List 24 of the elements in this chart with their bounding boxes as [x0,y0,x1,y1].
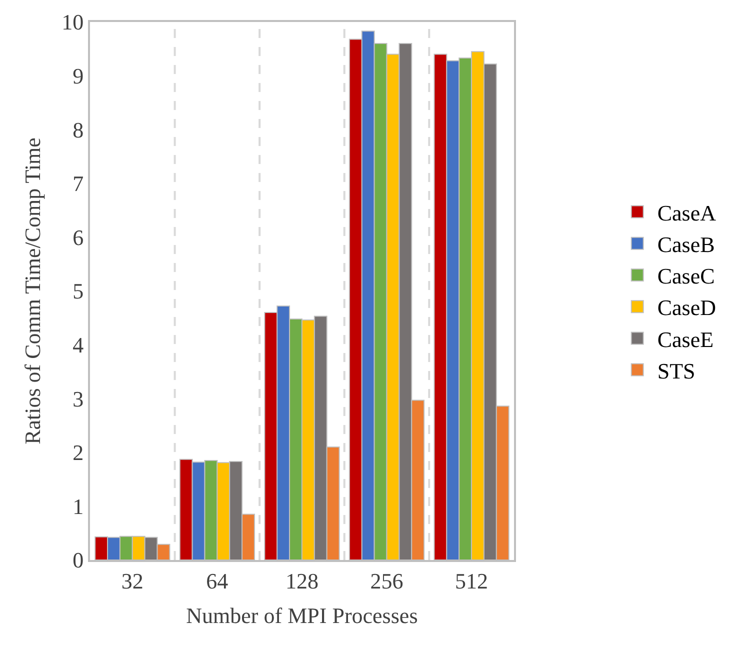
y-axis-title: Ratios of Comm Time/Comp Time [20,138,45,444]
x-axis-title: Number of MPI Processes [186,602,418,628]
legend-label: CaseE [657,326,714,352]
y-tick-label: 2 [72,440,84,466]
x-tick-label: 32 [121,568,144,594]
y-tick-label: 7 [72,171,84,196]
y-tick-label: 5 [72,278,84,304]
x-tick-label: 256 [370,568,404,594]
y-tick-label: 0 [72,548,84,573]
x-tick-label: 512 [455,568,488,594]
y-tick-label: 8 [72,117,84,142]
x-tick-label: 64 [206,568,228,594]
y-tick-label: 6 [72,224,84,250]
legend-label: CaseB [657,232,715,257]
y-tick-label: 9 [72,64,84,88]
y-tick-label: 10 [62,10,84,35]
legend-label: CaseA [657,200,716,226]
legend-label: CaseD [657,295,716,320]
legend-label: CaseC [657,264,715,289]
legend-label: STS [657,358,696,384]
x-tick-label: 128 [285,568,318,594]
y-tick-label: 1 [72,494,84,519]
y-tick-label: 4 [72,332,84,358]
y-tick-label: 3 [72,386,84,412]
